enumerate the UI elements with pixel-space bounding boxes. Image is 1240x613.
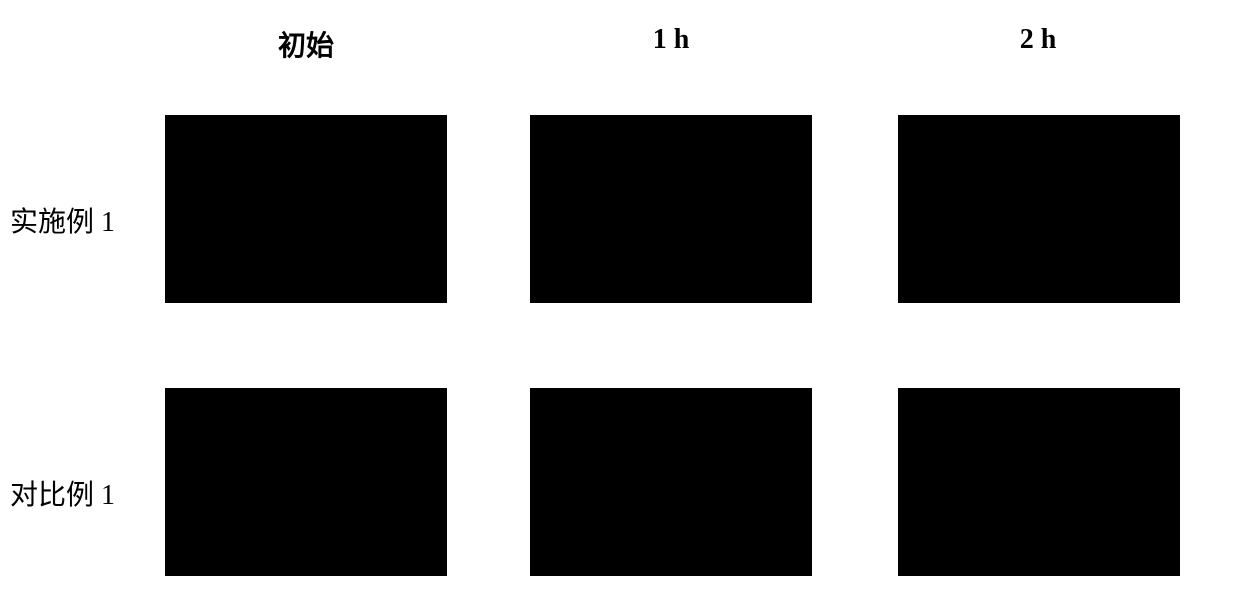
row-label-example-1: 实施例 1 (10, 200, 115, 240)
col-header-1h: 1 h (631, 24, 711, 56)
cell-r0-c1 (530, 115, 812, 303)
cell-r0-c2 (898, 115, 1180, 303)
cell-r1-c1 (530, 388, 812, 576)
cell-r0-c0 (165, 115, 447, 303)
row-label-comparative-1: 对比例 1 (10, 473, 115, 513)
cell-r1-c2 (898, 388, 1180, 576)
col-header-initial: 初始 (256, 24, 356, 64)
figure-container: 初始 1 h 2 h 实施例 1 对比例 1 (0, 0, 1240, 613)
cell-r1-c0 (165, 388, 447, 576)
col-header-2h: 2 h (998, 24, 1078, 56)
